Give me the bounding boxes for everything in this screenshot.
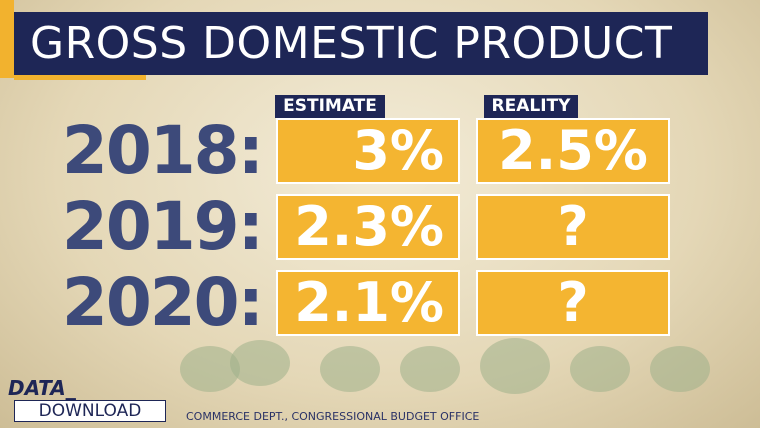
reality-cell: 2.5% bbox=[476, 118, 670, 184]
cell-text: 2.3% bbox=[294, 195, 444, 258]
title: GROSS DOMESTIC PRODUCT bbox=[30, 18, 673, 69]
money-image bbox=[480, 338, 550, 394]
logo-line: DATA_ bbox=[8, 376, 76, 400]
source: COMMERCE DEPT., CONGRESSIONAL BUDGET OFF… bbox=[186, 410, 480, 423]
column-header: ESTIMATE bbox=[275, 95, 385, 118]
logo-line: DOWNLOAD bbox=[14, 400, 166, 422]
money-image bbox=[180, 346, 240, 392]
estimate-cell: 3% bbox=[276, 118, 460, 184]
money-image bbox=[230, 340, 290, 386]
accent-bar bbox=[0, 0, 14, 78]
estimate-cell: 2.3% bbox=[276, 194, 460, 260]
money-image bbox=[570, 346, 630, 392]
estimate-cell: 2.1% bbox=[276, 270, 460, 336]
money-image bbox=[650, 346, 710, 392]
row-label: 2018: bbox=[61, 112, 264, 189]
row-label: 2020: bbox=[61, 264, 264, 341]
title-bar bbox=[14, 12, 708, 75]
cell-text: 2.1% bbox=[294, 271, 444, 334]
cell-text: 3% bbox=[352, 119, 444, 182]
accent-line bbox=[14, 75, 146, 80]
column-header: REALITY bbox=[484, 95, 578, 118]
money-image bbox=[400, 346, 460, 392]
reality-cell: ? bbox=[476, 270, 670, 336]
reality-cell: ? bbox=[476, 194, 670, 260]
row-label: 2019: bbox=[61, 188, 264, 265]
money-image bbox=[320, 346, 380, 392]
